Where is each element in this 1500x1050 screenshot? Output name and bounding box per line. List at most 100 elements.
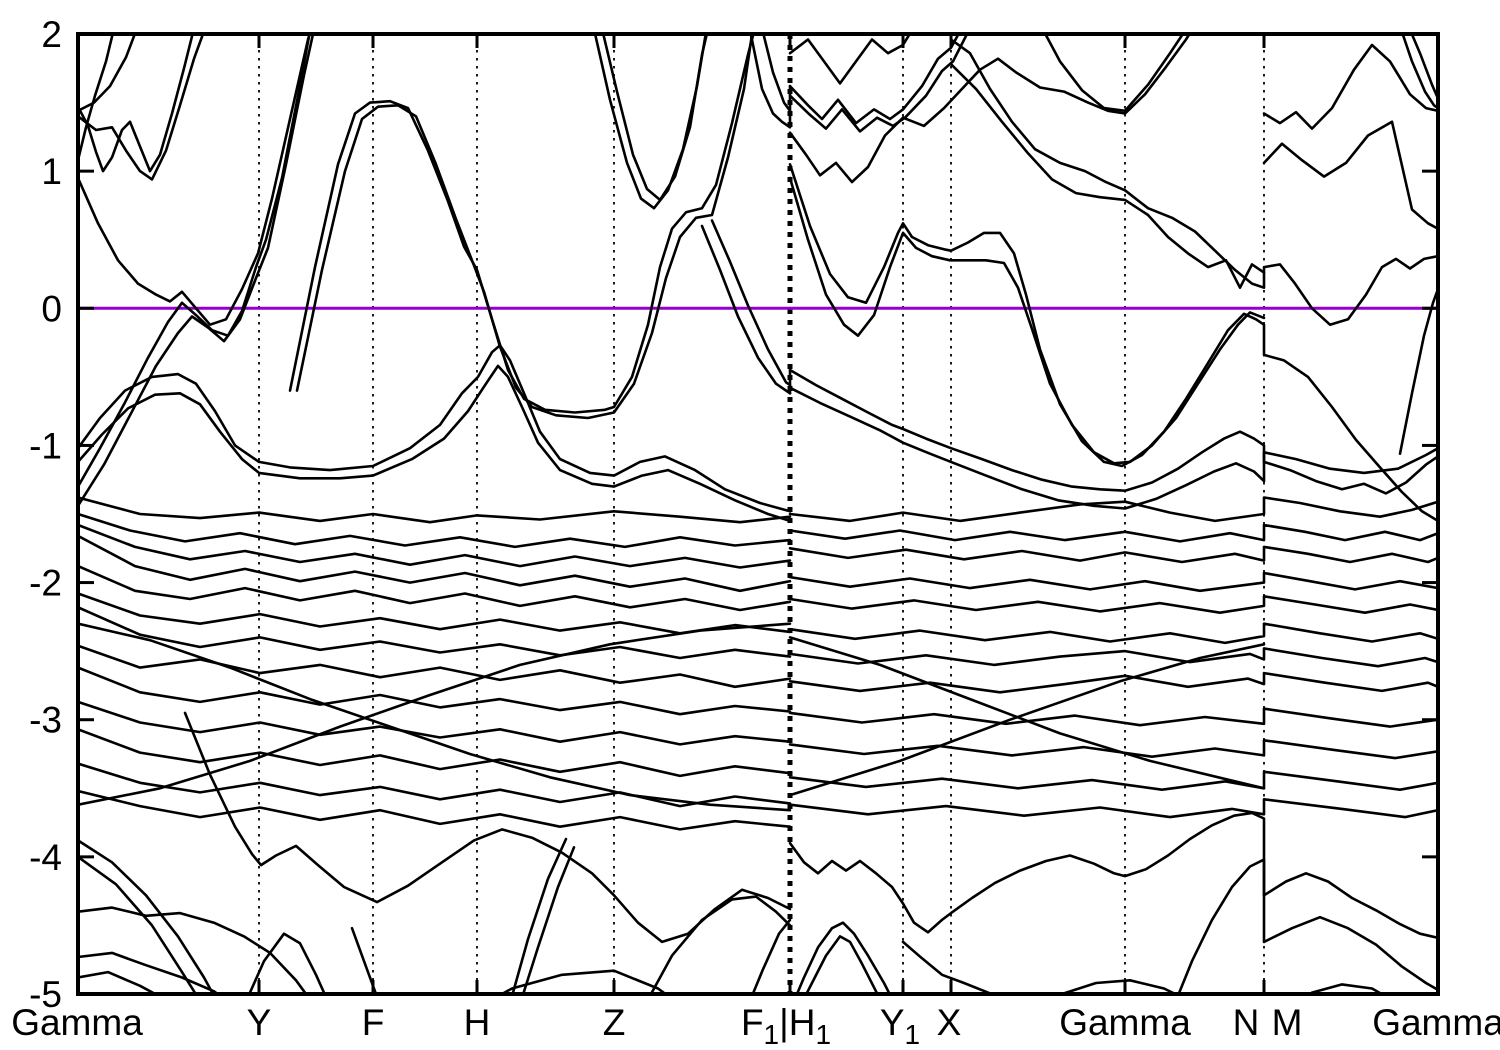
band-curve (78, 523, 792, 569)
band-curve (78, 839, 215, 994)
kpoint-label: Gamma (1372, 1002, 1500, 1043)
band-curve (1059, 978, 1179, 994)
y-tick-label: -4 (29, 837, 62, 878)
band-curve (593, 34, 708, 210)
band-curve (788, 386, 1438, 510)
band-curve (788, 707, 1438, 728)
band-curve (788, 34, 969, 133)
band-curve (78, 644, 792, 689)
band-curve (78, 700, 792, 746)
band-curve (751, 918, 792, 994)
y-tick-label: -3 (29, 700, 62, 741)
band-curve (788, 545, 1438, 564)
band-curve (788, 647, 1438, 668)
kpoint-label: N (1233, 1002, 1260, 1043)
band-curve (78, 343, 792, 513)
band-curve (788, 163, 1438, 523)
band-curve (788, 738, 1438, 760)
y-tick-label: -2 (29, 563, 62, 604)
band-curve (78, 951, 220, 994)
band-curve (78, 666, 792, 716)
band-curve (350, 926, 378, 994)
band-curve (1410, 34, 1438, 100)
band-curve (78, 534, 792, 593)
kpoint-label: F1|H1 (741, 1002, 831, 1050)
kpoint-gridlines (258, 34, 1265, 994)
band-curve (649, 895, 792, 994)
kpoint-label: Y1 (880, 1002, 920, 1050)
band-curve (1398, 287, 1438, 456)
band-curve (700, 224, 792, 395)
band-curve (78, 512, 792, 549)
band-curve (1043, 34, 1185, 113)
band-curve (1262, 120, 1438, 230)
band-curve (788, 622, 1438, 645)
band-curve (788, 368, 1438, 495)
band-curve (511, 837, 568, 994)
band-curve (949, 38, 1438, 327)
band-curve (788, 811, 1438, 940)
band-curve (183, 711, 792, 944)
band-curve (788, 34, 1191, 184)
band-curve (788, 34, 960, 125)
y-tick-label: -5 (29, 974, 62, 1015)
band-curve (795, 921, 892, 994)
band-curve (78, 34, 315, 508)
band-curve (78, 622, 792, 812)
y-tick-label: 2 (41, 14, 62, 55)
band-curve (78, 34, 194, 173)
band-curve (521, 845, 576, 994)
band-curve (1401, 34, 1438, 110)
band-curve (78, 906, 308, 994)
kpoint-label: X (937, 1002, 962, 1043)
band-curve (788, 523, 1438, 543)
band-curve (788, 671, 1438, 694)
band-curve (78, 364, 792, 523)
band-curve (788, 34, 912, 85)
band-curve (710, 219, 792, 387)
band-curve (247, 932, 327, 994)
band-curve (788, 770, 1438, 792)
y-axis-ticks: 2 1 0 -1 -2 -3 -4 -5 (29, 14, 1438, 1015)
band-curve (78, 622, 792, 807)
kpoint-label: M (1272, 1002, 1303, 1043)
band-curve (288, 34, 755, 414)
band-curve (749, 34, 792, 129)
band-curve (78, 727, 792, 778)
band-curves (78, 34, 1438, 994)
band-curve (788, 594, 1438, 615)
band-curve (804, 935, 879, 994)
band-curve (78, 34, 115, 162)
band-curve (78, 762, 792, 808)
band-curve (601, 34, 709, 202)
band-curve (788, 797, 1438, 819)
band-curve (1177, 858, 1438, 994)
band-curve (78, 605, 792, 660)
band-curve (499, 969, 668, 994)
band-curve (78, 789, 792, 831)
band-curve (949, 62, 1266, 290)
band-curve (78, 855, 198, 994)
band-curve (295, 34, 754, 420)
kpoint-label: Gamma (11, 1002, 143, 1043)
band-curve (788, 571, 1438, 593)
plot-border (76, 32, 1440, 996)
band-curve (1307, 983, 1385, 994)
kpoint-label: Y (247, 1002, 272, 1043)
kpoint-label: H (464, 1002, 491, 1043)
kpoint-label: F (362, 1002, 385, 1043)
y-tick-label: 0 (41, 288, 62, 329)
band-curve (78, 970, 158, 994)
band-curve (788, 176, 1266, 465)
band-curve (78, 34, 137, 113)
kpoint-label: Z (603, 1002, 626, 1043)
band-curve (78, 34, 312, 327)
band-curve (788, 636, 1266, 790)
band-curve (901, 940, 996, 994)
band-curve (78, 34, 205, 181)
band-curve (788, 496, 1438, 523)
band-curve (762, 34, 792, 113)
kpoint-label: Gamma (1059, 1002, 1191, 1043)
